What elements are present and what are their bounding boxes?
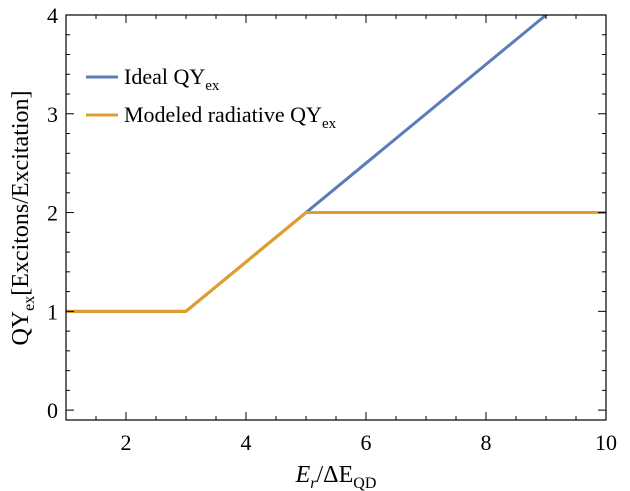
- x-tick-label: 4: [241, 430, 252, 455]
- x-tick-label: 10: [595, 430, 617, 455]
- y-tick-label: 2: [47, 201, 58, 226]
- legend: Ideal QYex Modeled radiative QYex: [86, 64, 337, 132]
- legend-label-ideal: Ideal QYex: [124, 64, 220, 94]
- y-tick-label: 1: [47, 299, 58, 324]
- y-axis-label: QYex[Excitons/Excitation]: [8, 90, 38, 345]
- y-tick-label: 3: [47, 102, 58, 127]
- y-tick-label: 0: [47, 398, 58, 423]
- x-axis-label: Er/ΔEQD: [295, 462, 377, 491]
- series-line-ideal: [66, 15, 549, 313]
- x-tick-label: 8: [481, 430, 492, 455]
- x-tick-label: 2: [121, 430, 132, 455]
- x-tick-label: 6: [361, 430, 372, 455]
- tick-labels: 2 4 6 8 10 0 1 2 3 4: [47, 3, 617, 455]
- legend-label-modeled: Modeled radiative QYex: [124, 102, 337, 132]
- series-layer: [66, 15, 606, 313]
- y-tick-label: 4: [47, 3, 58, 28]
- series-line-modeled: [66, 211, 606, 313]
- plot-frame: [65, 14, 607, 421]
